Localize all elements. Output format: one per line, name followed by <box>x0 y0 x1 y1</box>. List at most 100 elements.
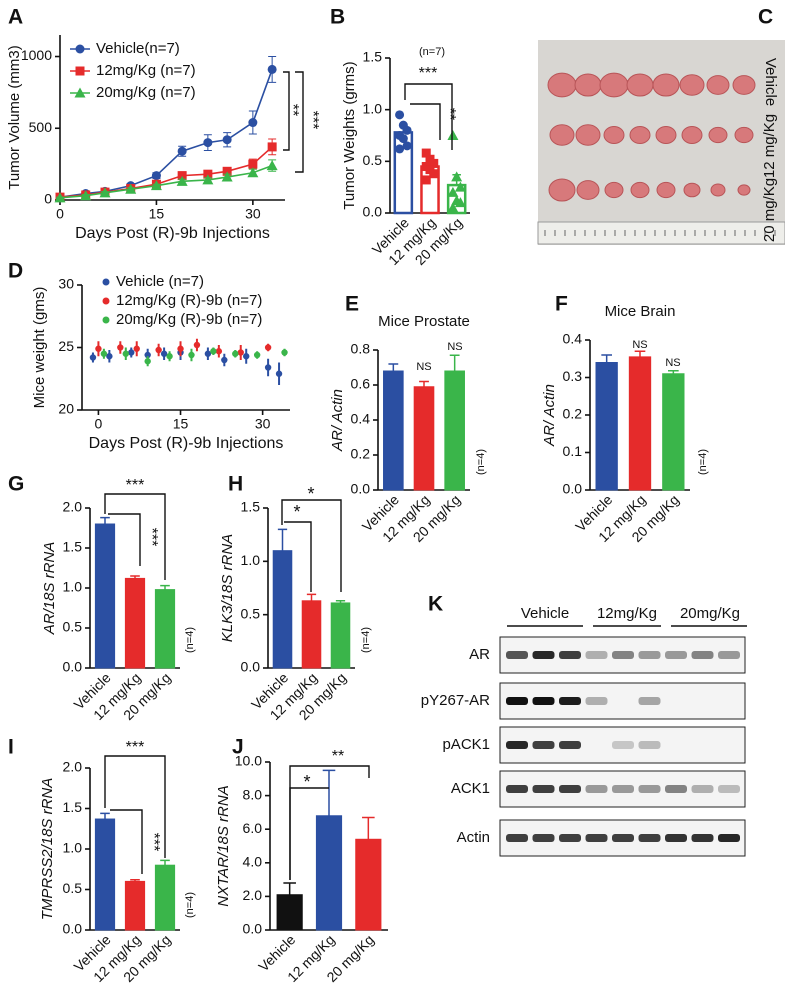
legend-label: 20mg/Kg (n=7) <box>96 84 196 101</box>
blot-band <box>638 651 661 659</box>
point <box>122 350 129 357</box>
y-tick-label: 10.0 <box>235 753 262 769</box>
point <box>166 353 173 360</box>
y-tick-label: 0.0 <box>563 481 583 497</box>
error-bar <box>322 769 336 816</box>
marker <box>99 187 111 198</box>
panel-letter: K <box>428 593 443 616</box>
annotation: NS <box>632 339 647 351</box>
marker <box>222 135 232 145</box>
tumor <box>548 178 576 202</box>
blot-band <box>691 785 714 793</box>
point <box>451 171 463 182</box>
marker <box>267 142 277 152</box>
series-line <box>59 164 273 199</box>
marker <box>247 167 259 178</box>
bracket <box>295 71 304 173</box>
blot-band <box>559 651 581 659</box>
annotation: (n=4) <box>184 892 196 918</box>
blot-band <box>559 834 581 842</box>
bar <box>355 838 382 931</box>
y-tick-label: 0.2 <box>351 446 371 462</box>
tumor <box>656 181 676 199</box>
error-bar <box>362 816 375 840</box>
bar <box>124 577 146 669</box>
series-line <box>59 146 273 198</box>
point <box>243 353 250 360</box>
x-axis-label: Days Post (R)-9b Injections <box>89 435 284 452</box>
annotation: * <box>307 484 314 504</box>
marker <box>54 192 66 203</box>
x-tick-label: 15 <box>173 416 189 432</box>
point <box>454 197 466 208</box>
annotation: NS <box>416 361 431 373</box>
blot-band <box>691 834 714 842</box>
blot-group: 20mg/Kg <box>680 605 740 622</box>
y-tick-label: 6.0 <box>243 820 263 836</box>
y-tick-label: 0.0 <box>63 659 83 675</box>
blot-band <box>718 651 740 659</box>
annotation: *** <box>126 477 145 494</box>
tumor <box>655 126 677 144</box>
blot-band <box>532 834 555 842</box>
annotation: * <box>293 502 300 522</box>
blot-band <box>585 834 608 842</box>
y-tick-label: 0.5 <box>241 605 261 621</box>
blot-band <box>638 697 661 705</box>
y-tick-label: 4.0 <box>243 854 263 870</box>
point <box>402 141 412 151</box>
y-tick-label: 0.0 <box>351 481 371 497</box>
blot-band <box>506 834 528 842</box>
marker <box>150 180 162 191</box>
point <box>204 350 212 357</box>
point <box>253 351 261 359</box>
legend-label: Vehicle (n=7) <box>116 273 204 290</box>
blot-band <box>612 741 634 749</box>
y-tick-label: 25 <box>58 338 74 354</box>
photo-label: 20 mg/Kg <box>761 178 778 242</box>
error-bar <box>160 859 170 866</box>
bar <box>124 880 146 931</box>
y-tick-label: 1.5 <box>241 499 261 515</box>
panel-letter: F <box>555 293 568 316</box>
blot-band <box>638 834 661 842</box>
blot-band <box>506 651 528 659</box>
panel-letter: G <box>8 473 24 496</box>
error-bar <box>388 363 399 371</box>
error-bar <box>668 370 679 374</box>
point <box>429 169 439 179</box>
blot-band <box>506 785 528 793</box>
blot-band <box>559 741 581 749</box>
marker <box>222 166 232 176</box>
point <box>117 344 124 351</box>
blot-band <box>559 697 581 705</box>
marker <box>248 118 258 128</box>
error-bar <box>277 528 288 551</box>
annotation: NS <box>665 357 680 369</box>
marker <box>177 146 187 156</box>
blot-band <box>718 785 740 793</box>
tumor <box>708 126 728 144</box>
y-tick-label: 1.0 <box>63 579 83 595</box>
bar <box>301 600 322 669</box>
y-tick-label: 0.4 <box>563 331 583 347</box>
tumor <box>604 181 624 199</box>
point <box>275 370 283 377</box>
y-axis-label: AR/ Actin <box>329 389 346 452</box>
series-line <box>59 69 273 198</box>
point <box>100 350 108 357</box>
annotation: (n=4) <box>475 449 487 475</box>
annotation: *** <box>145 833 162 852</box>
blot-band <box>506 741 528 749</box>
y-axis-label: KLK3/18S rRNA <box>219 534 236 642</box>
annotation: NS <box>447 341 462 353</box>
marker <box>177 171 187 181</box>
y-tick-label: 8.0 <box>243 786 263 802</box>
bar <box>154 589 176 669</box>
x-tick-label: 30 <box>245 206 261 222</box>
y-tick-label: 2.0 <box>243 887 263 903</box>
panel-letter: J <box>232 736 244 759</box>
blot-band <box>718 834 740 842</box>
y-tick-label: 20 <box>58 401 74 417</box>
